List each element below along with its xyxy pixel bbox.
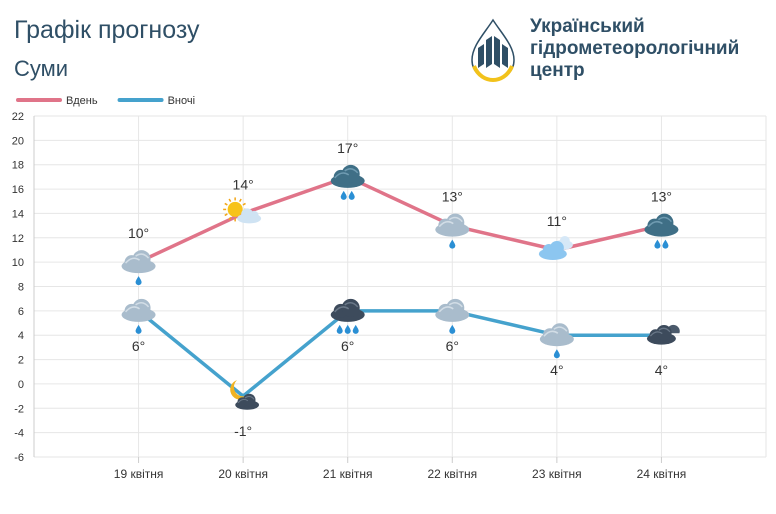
org-name: Український гідрометеорологічний центр (530, 16, 770, 82)
raindrop-icon (135, 324, 142, 334)
series-line (137, 309, 662, 398)
raindrop-icon (348, 190, 355, 200)
moon-shape (230, 380, 250, 400)
cloud-rain-icon (434, 298, 471, 334)
y-tick-label: -6 (14, 452, 24, 464)
sun-shape (227, 201, 243, 217)
sun-ray (242, 202, 246, 206)
x-tick-label: 19 квітня (114, 467, 164, 481)
chart-title: Графік прогнозу (14, 16, 200, 44)
cloud-shape (434, 298, 471, 323)
y-tick-label: 2 (18, 355, 24, 367)
temperature-label: 6° (341, 338, 354, 354)
raindrop-icon (336, 324, 343, 334)
city-name: Суми (14, 56, 69, 81)
x-tick-label: 22 квітня (427, 467, 477, 481)
raindrop-icon (135, 276, 142, 286)
raindrop-icon (553, 349, 560, 359)
cloud-rain-icon (539, 322, 575, 359)
temperature-label: 17° (337, 140, 358, 156)
org-name-line: Український (530, 16, 645, 37)
x-tick-label: 20 квітня (218, 467, 268, 481)
legend-label: Вдень (66, 95, 98, 107)
temperature-label: 11° (547, 213, 567, 229)
sun-ray (238, 198, 242, 203)
y-tick-label: 4 (18, 330, 24, 342)
dark-cloud-rain-icon (329, 298, 366, 334)
temperature-label: 4° (550, 362, 563, 378)
temperature-label: 6° (132, 338, 145, 354)
legend-label: Вночі (168, 95, 195, 107)
y-tick-label: 14 (12, 208, 24, 220)
light-cloud-icon (538, 235, 573, 260)
raindrop-icon (340, 190, 347, 200)
temperature-label: 6° (446, 338, 459, 354)
y-tick-label: 18 (12, 160, 24, 172)
sun-ray (224, 213, 228, 217)
y-tick-label: 10 (12, 257, 24, 269)
temperature-label: -1° (234, 423, 252, 439)
cloud-shape (329, 298, 366, 323)
temperature-label: 14° (233, 176, 254, 192)
y-tick-label: -2 (14, 403, 24, 415)
y-tick-label: -4 (14, 428, 24, 440)
cloud-shape (549, 240, 564, 255)
y-tick-label: 22 (12, 111, 24, 123)
temperature-label: 13° (442, 189, 463, 205)
x-tick-label: 23 квітня (532, 467, 582, 481)
sun-ray (228, 216, 232, 221)
y-tick-label: 16 (12, 184, 24, 196)
cloud-shape (559, 235, 570, 246)
series-line (137, 175, 662, 264)
moon-cloud-icon (230, 380, 260, 411)
y-tick-label: 8 (18, 282, 24, 294)
sun-ray (228, 198, 232, 203)
raindrop-icon (654, 239, 661, 249)
raindrop-icon (449, 239, 456, 249)
y-tick-label: 0 (18, 379, 24, 391)
org-name-line: гідрометеорологічний (530, 38, 740, 59)
sun-cloud-icon (223, 197, 262, 224)
temperature-label: 13° (651, 189, 672, 205)
x-tick-label: 21 квітня (323, 467, 373, 481)
cloud-shape (120, 298, 157, 323)
cloud-shape (434, 212, 471, 238)
raindrop-icon (662, 239, 669, 249)
cloud-shape (539, 322, 575, 347)
sun-ray (224, 202, 228, 206)
raindrop-icon (352, 324, 359, 334)
y-tick-label: 20 (12, 135, 24, 147)
y-tick-label: 12 (12, 233, 24, 245)
raindrop-icon (449, 324, 456, 334)
uhmc-logo-icon (471, 18, 515, 82)
cloud-shape (249, 210, 259, 220)
dark-cloud-icon (646, 324, 680, 346)
temperature-label: 4° (655, 362, 668, 378)
cloud-shape (329, 164, 366, 189)
cloud-rain-icon (120, 298, 157, 334)
cloud-shape (120, 249, 157, 274)
y-tick-label: 6 (18, 306, 24, 318)
cloud-shape (643, 212, 680, 238)
temperature-label: 10° (128, 225, 149, 241)
raindrop-icon (344, 324, 351, 334)
org-name-line: центр (530, 60, 585, 81)
x-tick-label: 24 квітня (637, 467, 687, 481)
